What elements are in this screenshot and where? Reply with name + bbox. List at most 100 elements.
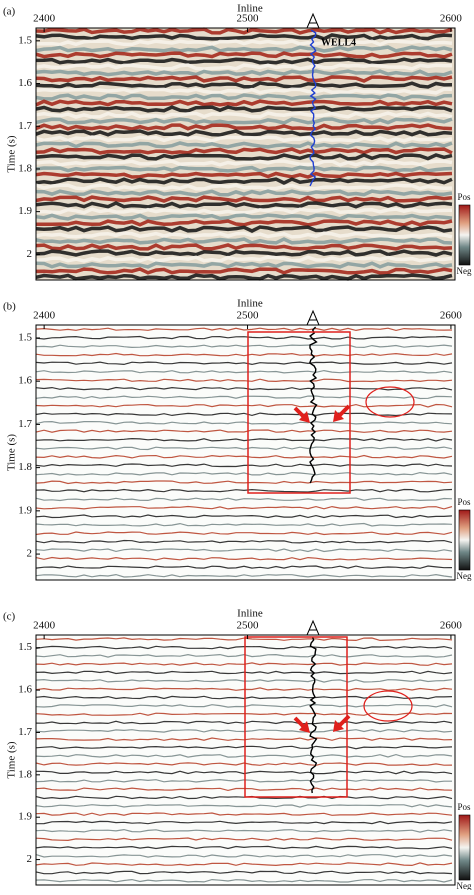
colorbar: [458, 204, 471, 266]
seismic-event: [35, 514, 453, 519]
x-tick-label: 2500: [237, 310, 260, 322]
seismic-event: [35, 662, 453, 666]
seismic-event: [35, 795, 453, 800]
seismic-event: [35, 219, 453, 227]
seismic-event: [35, 201, 453, 209]
seismic-event: [35, 505, 453, 510]
well-trace: [308, 326, 318, 484]
seismic-event: [35, 488, 453, 493]
seismic-event: [35, 171, 453, 179]
y-tick-label: 1.5: [18, 641, 32, 653]
seismic-event: [35, 437, 453, 442]
y-tick-label: 1.7: [18, 120, 32, 132]
seismic-event: [35, 678, 453, 683]
y-tick-label: 1.9: [18, 504, 32, 516]
seismic-event: [35, 335, 453, 340]
seismic-event: [35, 327, 453, 332]
seismic-event: [35, 403, 453, 408]
seismic-event: [35, 33, 453, 41]
seismic-event: [35, 189, 453, 197]
x-tick-label: 2400: [33, 620, 56, 632]
y-axis-title: Time (s): [6, 434, 18, 472]
arrow-head: [333, 410, 344, 422]
x-tick-label: 2400: [33, 310, 56, 322]
well-marker: [306, 12, 320, 29]
seismic-event: [35, 703, 453, 708]
seismic-event: [35, 497, 453, 502]
seismic-event: [35, 378, 453, 383]
seismic-event: [35, 695, 453, 700]
seismic-event: [35, 243, 453, 251]
y-tick-label: 1.9: [18, 811, 32, 823]
seismic-event: [35, 480, 453, 485]
seismic-event: [35, 845, 453, 850]
x-axis-title: Inline: [237, 3, 263, 15]
seismic-event: [35, 737, 453, 741]
colorbar-top-label: Pos: [457, 192, 471, 202]
seismic-event: [35, 267, 453, 275]
seismic-event: [35, 812, 453, 816]
colorbar-top-label: Pos: [457, 802, 471, 812]
seismic-event: [35, 195, 453, 203]
y-tick-label: 1.6: [18, 684, 32, 696]
colorbar-bottom-label: Neg: [457, 571, 472, 581]
plot-frame: [35, 324, 456, 581]
seismic-event: [35, 141, 453, 149]
seismic-event: [35, 165, 453, 173]
x-tick-label: 2500: [237, 13, 260, 25]
highlight-box: [247, 331, 351, 494]
seismic-event: [35, 653, 453, 658]
plot-frame: [35, 27, 456, 281]
seismic-event: [35, 539, 453, 544]
seismic-event: [35, 787, 453, 792]
seismic-event: [35, 369, 453, 374]
seismic-event: [35, 862, 453, 867]
seismic-event: [36, 39, 453, 47]
panel-label: (b): [3, 301, 16, 313]
seismic-event: [35, 837, 453, 842]
colorbar-top-label: Pos: [457, 497, 471, 507]
seismic-event: [35, 183, 453, 191]
seismic-event: [35, 81, 453, 89]
seismic-event: [35, 729, 453, 733]
seismic-event: [35, 361, 453, 366]
arrow-head: [299, 721, 310, 733]
seismic-event: [35, 753, 453, 758]
well-trace: [309, 29, 317, 187]
seismic-event: [35, 249, 453, 257]
y-tick-label: 1.7: [18, 726, 32, 738]
seismic-event: [35, 420, 453, 425]
y-tick-label: 1.8: [18, 162, 32, 174]
seismic-event: [35, 45, 453, 53]
seismic-event: [35, 429, 453, 433]
y-tick-label: 1.9: [18, 205, 32, 217]
panel-label: (c): [3, 611, 16, 623]
y-tick-label: 2: [27, 248, 33, 260]
seismic-event: [35, 63, 452, 71]
seismic-event: [35, 720, 453, 725]
seismic-event: [35, 159, 453, 167]
arrow-head: [333, 720, 344, 732]
seismic-event: [35, 111, 453, 119]
seismic-event: [35, 123, 453, 131]
seismic-event: [35, 637, 453, 642]
seismic-event: [35, 548, 453, 553]
seismic-event: [35, 99, 453, 107]
seismic-event: [35, 395, 453, 400]
seismic-event: [35, 454, 453, 459]
x-tick-label: 2600: [440, 13, 463, 25]
colorbar-bottom-label: Neg: [457, 881, 472, 890]
seismic-event: [35, 352, 453, 357]
y-tick-label: 2: [27, 548, 33, 560]
well-marker: [306, 619, 320, 636]
seismic-event: [35, 573, 453, 578]
seismic-event: [35, 745, 453, 750]
seismic-event: [35, 463, 453, 468]
well-label: WELL4: [321, 37, 356, 48]
seismic-event: [35, 878, 453, 883]
seismic-event: [35, 522, 453, 527]
seismic-event: [35, 57, 453, 65]
plot-frame: [35, 634, 456, 886]
arrow-head: [299, 411, 310, 423]
